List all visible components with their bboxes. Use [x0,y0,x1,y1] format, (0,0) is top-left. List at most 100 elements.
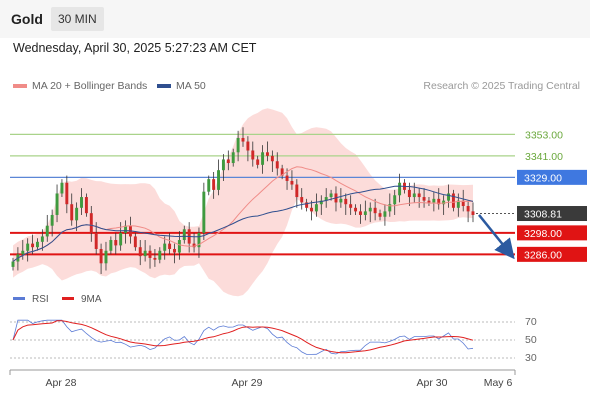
candle [354,204,358,215]
timeframe-button[interactable]: 30 MIN [51,7,104,31]
rsi-legend-label: RSI [32,294,49,305]
candle [280,164,284,180]
candle [231,148,235,167]
level-label-3298-00: 3298.00 [524,228,562,240]
candle [217,159,220,196]
candle [246,136,250,162]
candle [236,130,240,162]
candle [192,232,196,253]
candle [94,222,98,255]
candle [207,175,211,196]
candle [305,198,309,212]
candle [70,193,74,226]
candle [432,191,436,212]
level-label-3353-00: 3353.00 [525,129,563,141]
rsi-ma-line [12,320,474,354]
candle [182,225,186,244]
candle [310,200,313,221]
candle [75,202,79,232]
research-credit: Research © 2025 Trading Central [423,80,580,92]
candle [251,141,255,167]
x-tick-apr28: Apr 28 [46,377,77,389]
level-label-3329-00: 3329.00 [524,172,562,184]
candle [368,202,372,223]
candle [89,206,93,242]
candle [471,202,475,223]
candle [275,152,279,176]
candle [437,188,441,210]
candle [378,209,382,221]
candle [163,236,167,260]
rsi-swatch [13,297,25,300]
candle [153,248,157,267]
candle [124,220,128,244]
candle [422,188,426,208]
candle [427,197,431,207]
candle [373,198,377,221]
candle [11,257,15,271]
ma50-swatch [157,84,171,89]
candle [349,195,353,215]
rsi-line [12,319,474,355]
price-chart: 3353.00 3341.00 3329.00 3298.00 3286.00 3308… [10,108,587,297]
legend-ma20: MA 20 + Bollinger Bands [13,80,147,92]
candle [84,193,88,217]
candle [447,184,450,208]
header: Gold 30 MIN [0,0,590,38]
candle [261,145,265,174]
candle [138,240,142,266]
candle [40,229,44,251]
x-tick-apr29: Apr 29 [232,377,263,389]
candle [300,188,304,210]
candle [324,188,328,208]
candle [60,179,64,198]
candle [36,238,39,251]
candle [173,243,176,264]
candle [466,200,470,223]
candle [461,189,465,212]
legend-ma50: MA 50 [157,80,206,92]
candle [417,188,421,208]
rsi-ma-swatch [62,297,74,300]
candle [363,200,367,221]
candle [45,214,49,242]
bollinger-band [13,108,473,297]
candle [21,240,25,260]
candle [241,127,245,147]
candle [383,204,387,226]
candle [99,243,103,275]
rsi-tick-70: 70 [525,316,537,328]
candle [65,175,69,214]
candle [80,188,83,215]
candle [388,193,392,217]
candle [221,154,225,181]
level-label-3286-00: 3286.00 [524,249,562,261]
x-tick-apr30: Apr 30 [417,377,448,389]
last-price-label: 3308.81 [524,209,562,221]
datetime: Wednesday, April 30, 2025 5:27:23 AM CET [13,41,257,55]
candle [344,193,348,215]
candle [270,150,274,172]
candles [11,127,475,275]
candle [158,247,162,264]
x-tick-may6: May 6 [484,377,513,389]
candle [148,245,152,269]
x-axis: Apr 28 Apr 29 Apr 30 May 6 [9,369,516,389]
candle [202,182,206,241]
candle [114,232,118,255]
candle [442,195,446,215]
ma20-label: MA 20 + Bollinger Bands [32,80,148,92]
candle [290,170,294,190]
last-price-tag: 3308.81 [517,206,587,222]
candle [197,227,201,258]
level-tag-3329-00 [517,169,587,185]
ma50-label: MA 50 [176,80,206,92]
candle [226,150,230,171]
candle [358,204,362,224]
rsi-tick-50: 50 [525,334,537,346]
level-tag-3298-00 [517,225,587,241]
ma50-line [12,185,474,262]
rsi-panel: RSI 9MA 70 50 30 [10,294,537,364]
candle [295,179,299,208]
